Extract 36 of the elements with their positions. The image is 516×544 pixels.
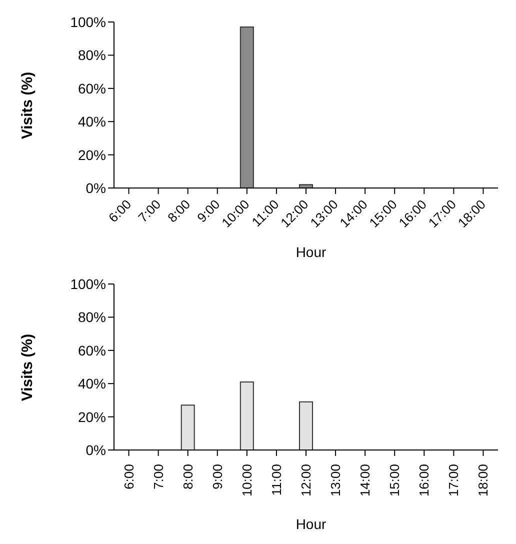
- x-tick-label: 8:00: [180, 464, 196, 490]
- y-tick-label: 20%: [78, 408, 106, 425]
- x-tick-label: 12:00: [298, 464, 314, 497]
- y-tick-label: 40%: [78, 114, 106, 130]
- y-tick-label: 100%: [70, 14, 106, 30]
- x-tick-label: 16:00: [416, 464, 432, 497]
- x-tick-label: 10:00: [239, 464, 254, 497]
- bar: [240, 381, 254, 450]
- y-tick-label: 60%: [78, 80, 106, 96]
- x-tick-label: 11:00: [268, 464, 284, 496]
- y-axis-title: Visits (%): [20, 333, 36, 401]
- x-tick-label: 6:00: [106, 196, 134, 226]
- x-tick-label: 14:00: [358, 464, 373, 497]
- x-tick-label: 15:00: [387, 464, 402, 497]
- bar: [299, 401, 313, 450]
- y-tick-label: 20%: [78, 146, 106, 163]
- y-tick-label: 0%: [86, 442, 106, 458]
- x-tick-label: 18:00: [476, 464, 491, 497]
- y-tick-label: 80%: [78, 47, 106, 64]
- x-axis-title: Hour: [294, 516, 328, 532]
- y-tick-label: 0%: [86, 180, 106, 196]
- x-tick-label: 7:00: [150, 464, 166, 490]
- y-tick-label: 100%: [70, 276, 106, 292]
- x-tick-label: 8:00: [164, 196, 194, 226]
- x-tick-label: 17:00: [446, 464, 462, 497]
- x-tick-label: 13:00: [328, 464, 344, 497]
- x-tick-label: 9:00: [194, 196, 223, 226]
- y-tick-label: 80%: [78, 309, 106, 326]
- y-axis-title: Visits (%): [20, 71, 36, 139]
- x-tick-label: 6:00: [121, 464, 136, 490]
- x-axis-title: Hour: [294, 244, 328, 260]
- bar: [180, 404, 195, 450]
- x-tick-label: 7:00: [135, 196, 164, 226]
- y-tick-label: 60%: [78, 342, 106, 358]
- y-tick-label: 40%: [78, 376, 106, 392]
- x-tick-label: 9:00: [210, 464, 225, 490]
